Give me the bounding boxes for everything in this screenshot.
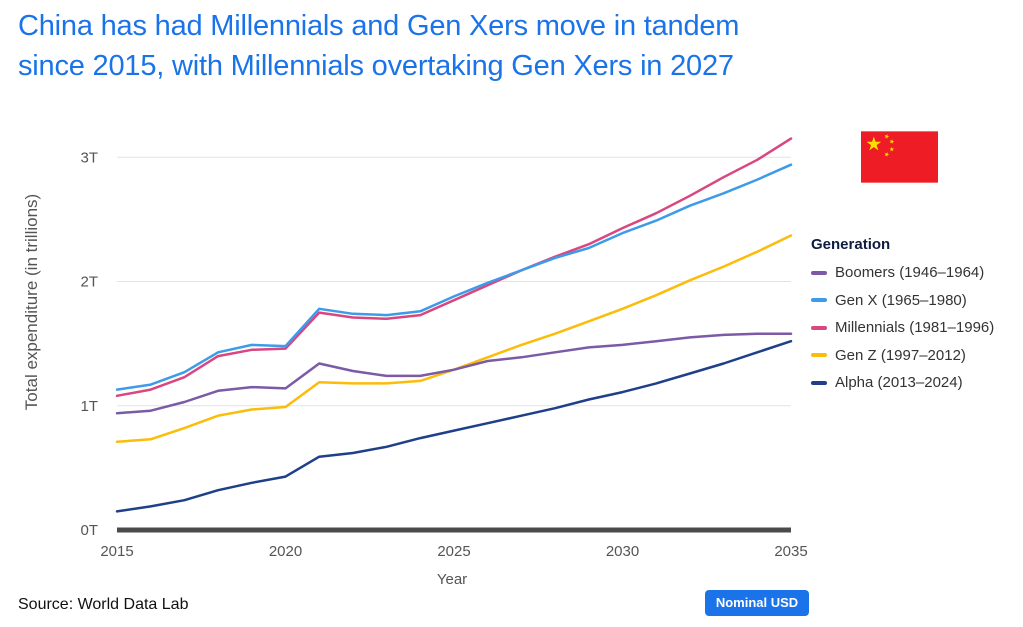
y-tick-label: 2T (80, 274, 98, 291)
y-tick-label: 1T (80, 398, 98, 415)
flag-background (861, 131, 938, 183)
legend-label-alpha: Alpha (2013–2024) (835, 374, 963, 392)
legend-items: Boomers (1946–1964) Gen X (1965–1980) Mill… (811, 259, 994, 397)
series-line-alpha (115, 339, 793, 513)
chart-title-line-1: China has had Millennials and Gen Xers m… (18, 10, 740, 42)
legend-swatch-genx (811, 298, 827, 303)
x-axis-title: Year (437, 571, 467, 588)
x-tick-label: 2030 (606, 543, 639, 560)
chart-title: China has had Millennials and Gen Xers m… (18, 6, 838, 86)
flag-small-star (889, 139, 895, 144)
legend-item-millennials: Millennials (1981–1996) (811, 314, 994, 342)
legend: Generation Boomers (1946–1964) Gen X (196… (811, 236, 994, 397)
legend-swatch-alpha (811, 380, 827, 385)
legend-swatch-boomers (811, 270, 827, 275)
legend-item-boomers: Boomers (1946–1964) (811, 259, 994, 287)
chart-title-line-2: since 2015, with Millennials overtaking … (18, 50, 734, 82)
source-note: Source: World Data Lab (18, 596, 189, 613)
legend-item-alpha: Alpha (2013–2024) (811, 369, 994, 397)
flag-small-star (884, 134, 890, 139)
y-tick-label: 3T (80, 149, 98, 166)
flag-big-star (866, 136, 882, 151)
x-tick-label: 2015 (100, 543, 133, 560)
x-tick-label: 2035 (774, 543, 807, 560)
flag-small-star (884, 152, 890, 157)
flag-stars (866, 134, 895, 157)
flag-small-star (889, 146, 895, 152)
legend-item-genz: Gen Z (1997–2012) (811, 342, 994, 370)
china-flag-icon (861, 131, 938, 183)
series-line-millennials (115, 137, 793, 398)
series-line-genx (115, 163, 793, 391)
legend-label-genz: Gen Z (1997–2012) (835, 346, 966, 364)
legend-swatch-genz (811, 353, 827, 358)
legend-item-genx: Gen X (1965–1980) (811, 287, 994, 315)
x-tick-label: 2025 (437, 543, 470, 560)
legend-label-millennials: Millennials (1981–1996) (835, 319, 995, 337)
legend-label-boomers: Boomers (1946–1964) (835, 264, 985, 282)
legend-label-genx: Gen X (1965–1980) (835, 291, 967, 309)
legend-title: Generation (811, 236, 891, 253)
y-axis-title: Total expenditure (in trillions) (22, 194, 41, 410)
y-tick-label: 0T (80, 522, 98, 539)
series-line-boomers (115, 332, 793, 415)
x-tick-label: 2020 (269, 543, 302, 560)
legend-swatch-millennials (811, 325, 827, 330)
nominal-usd-badge: Nominal USD (705, 590, 809, 616)
